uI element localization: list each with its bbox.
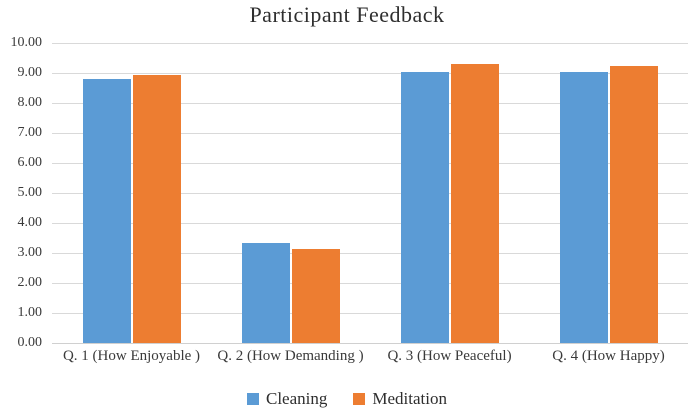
y-tick-label: 5.00 <box>17 185 43 200</box>
gridline <box>52 163 688 164</box>
legend-label: Meditation <box>372 389 447 408</box>
bar-cleaning <box>400 71 449 343</box>
x-category-label: Q. 3 (How Peaceful) <box>387 348 512 364</box>
gridline <box>52 283 688 284</box>
x-category-label: Q. 4 (How Happy) <box>552 348 665 364</box>
x-category-label: Q. 1 (How Enjoyable ) <box>62 348 201 364</box>
x-axis: Q. 1 (How Enjoyable ) Q. 2 (How Demanding… <box>52 348 688 365</box>
gridline <box>52 73 688 74</box>
legend-swatch-cleaning <box>247 393 259 405</box>
bar-meditation <box>132 74 181 343</box>
y-tick-label: 0.00 <box>17 335 43 350</box>
bar-cleaning <box>241 242 290 343</box>
bar-cleaning <box>559 71 608 343</box>
y-tick-label: 3.00 <box>17 245 43 260</box>
legend-item-cleaning: Cleaning <box>247 389 327 409</box>
chart-title: Participant Feedback <box>249 2 445 27</box>
y-tick-label: 4.00 <box>17 215 43 230</box>
y-tick-label: 8.00 <box>17 95 43 110</box>
y-tick-label: 2.00 <box>17 275 43 290</box>
legend: Cleaning Meditation <box>0 389 694 409</box>
x-axis-line <box>52 343 688 344</box>
legend-item-meditation: Meditation <box>353 389 447 409</box>
y-axis: 10.00 9.00 8.00 7.00 6.00 5.00 4.00 3.00 2.00 1.0… <box>0 35 46 350</box>
bar-group <box>52 43 211 343</box>
legend-label: Cleaning <box>266 389 328 408</box>
bar-cleaning <box>82 79 131 343</box>
gridline <box>52 193 688 194</box>
legend-swatch-meditation <box>353 393 366 405</box>
bar-meditation <box>291 248 340 343</box>
gridline <box>52 43 688 44</box>
gridline <box>52 223 688 224</box>
y-tick-label: 1.00 <box>17 305 43 320</box>
y-tick-label: 6.00 <box>17 155 43 170</box>
y-tick-label: 7.00 <box>17 125 43 140</box>
gridline <box>52 313 688 314</box>
gridline <box>52 103 688 104</box>
gridline <box>52 133 688 134</box>
bar-group <box>370 43 529 343</box>
bar-group <box>211 43 370 343</box>
bar-meditation <box>450 64 499 343</box>
x-category-label: Q. 2 (How Demanding ) <box>217 348 364 364</box>
bar-meditation <box>609 65 658 343</box>
y-tick-label: 9.00 <box>17 65 43 80</box>
plot-area <box>52 43 688 344</box>
bar-groups <box>52 43 688 343</box>
gridline <box>52 253 688 254</box>
bar-group <box>529 43 688 343</box>
y-tick-label: 10.00 <box>10 35 43 50</box>
